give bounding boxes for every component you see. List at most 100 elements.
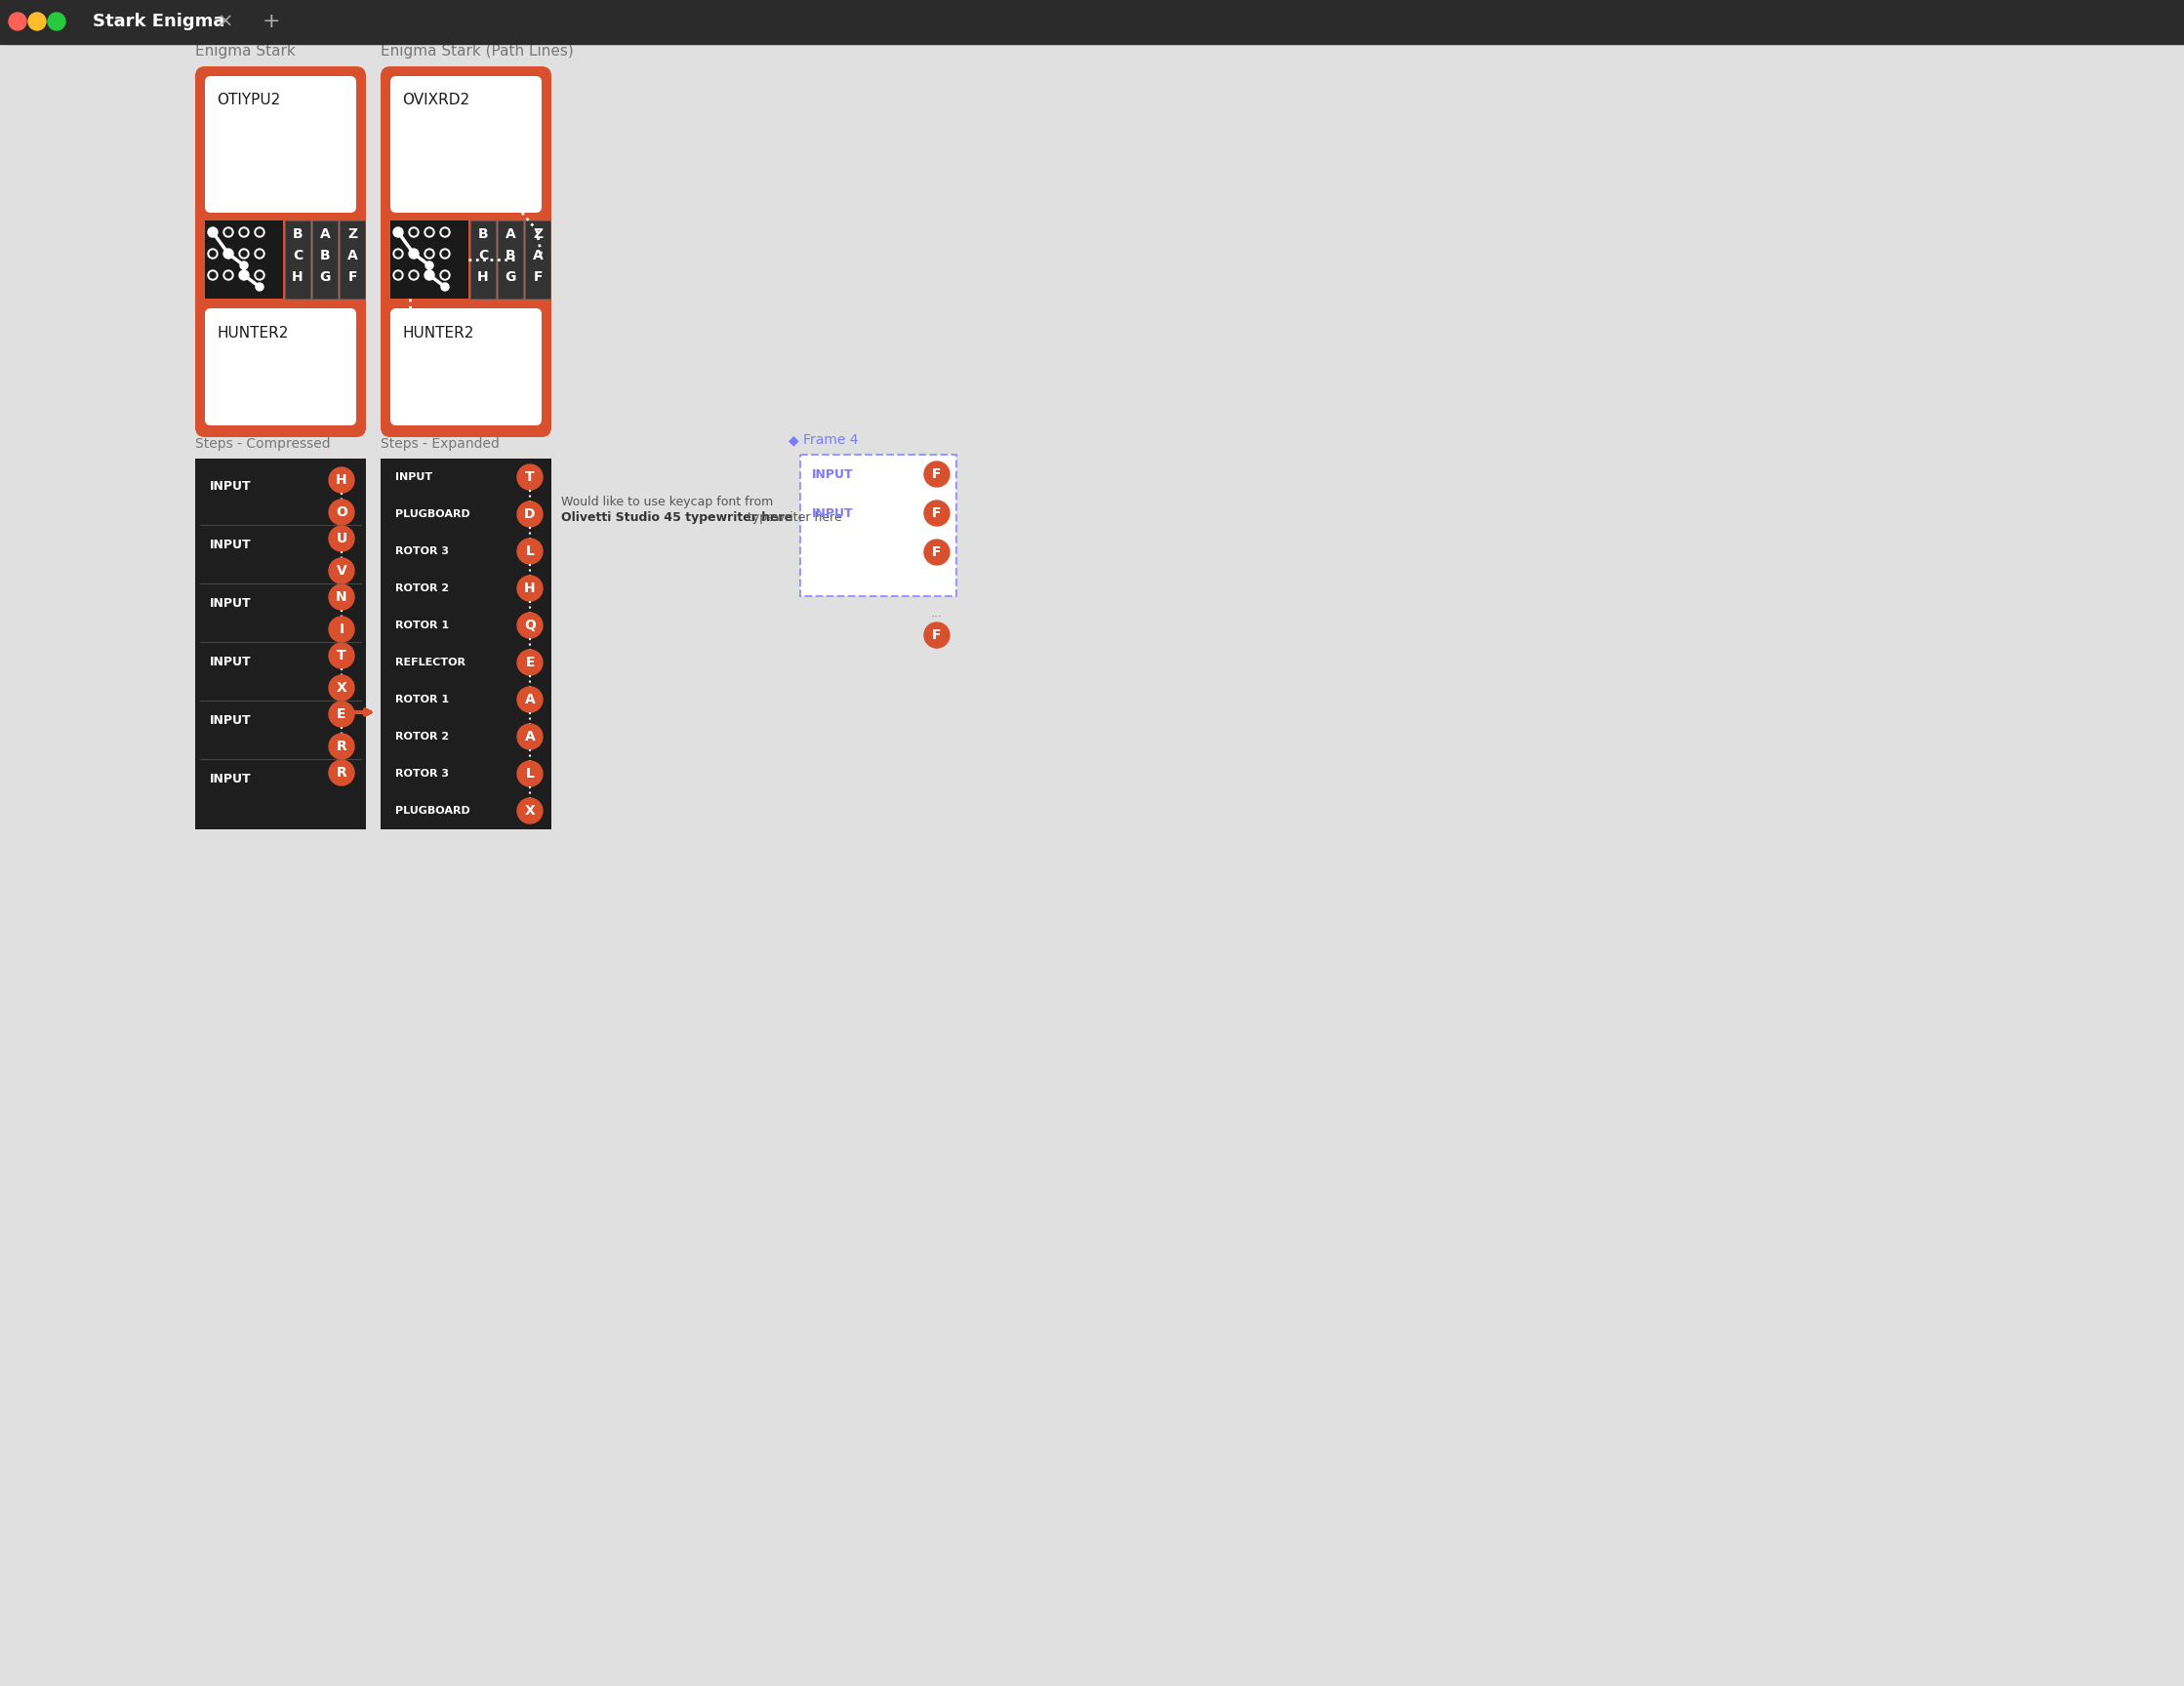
Bar — [498, 221, 522, 298]
Text: Q: Q — [524, 619, 535, 632]
Text: H: H — [478, 270, 489, 283]
Circle shape — [408, 270, 419, 280]
Text: A: A — [533, 250, 544, 263]
Circle shape — [330, 733, 354, 759]
Circle shape — [256, 283, 264, 290]
Circle shape — [240, 271, 247, 278]
Text: A: A — [524, 730, 535, 744]
Circle shape — [240, 261, 247, 270]
Circle shape — [393, 270, 404, 280]
Circle shape — [411, 251, 417, 256]
Text: H: H — [336, 474, 347, 487]
Bar — [391, 221, 467, 298]
Circle shape — [518, 723, 542, 749]
Circle shape — [207, 270, 218, 280]
Text: E: E — [526, 656, 535, 669]
Text: V: V — [336, 563, 347, 578]
Circle shape — [395, 228, 402, 236]
Circle shape — [518, 501, 542, 526]
Text: L: L — [526, 545, 535, 558]
Circle shape — [518, 760, 542, 786]
Circle shape — [330, 499, 354, 524]
Circle shape — [441, 251, 448, 256]
Circle shape — [256, 228, 264, 238]
Text: REFLECTOR: REFLECTOR — [395, 658, 465, 668]
Text: H: H — [293, 270, 304, 283]
Text: E: E — [336, 708, 347, 722]
Circle shape — [225, 229, 232, 234]
Circle shape — [330, 558, 354, 583]
Circle shape — [210, 271, 216, 278]
Text: ROTOR 3: ROTOR 3 — [395, 769, 450, 779]
Text: HUNTER2: HUNTER2 — [216, 325, 288, 341]
Text: U: U — [336, 531, 347, 545]
Text: F: F — [933, 545, 941, 560]
Circle shape — [924, 462, 950, 487]
FancyBboxPatch shape — [205, 309, 356, 425]
Text: OTIYPU2: OTIYPU2 — [216, 93, 280, 108]
Text: ×: × — [218, 12, 234, 30]
Circle shape — [210, 229, 216, 234]
Text: A: A — [524, 693, 535, 706]
Text: X: X — [336, 681, 347, 695]
Text: ...: ... — [930, 607, 943, 620]
Bar — [524, 221, 550, 298]
Text: A: A — [505, 228, 515, 241]
Text: T: T — [336, 649, 347, 663]
Text: INPUT: INPUT — [812, 467, 854, 481]
Circle shape — [408, 250, 419, 258]
Text: ROTOR 3: ROTOR 3 — [395, 546, 450, 556]
Circle shape — [256, 250, 264, 258]
Circle shape — [238, 270, 249, 280]
Circle shape — [518, 797, 542, 823]
Text: INPUT: INPUT — [210, 772, 251, 786]
Text: C: C — [478, 250, 487, 263]
Text: +: + — [262, 12, 280, 32]
Circle shape — [924, 540, 950, 565]
Text: INPUT: INPUT — [210, 538, 251, 551]
Text: Frame 4: Frame 4 — [804, 433, 858, 447]
Text: X: X — [524, 804, 535, 818]
Text: A: A — [319, 228, 330, 241]
Text: F: F — [533, 270, 542, 283]
Text: N: N — [336, 590, 347, 604]
Circle shape — [424, 250, 435, 258]
Circle shape — [240, 229, 247, 234]
Circle shape — [258, 271, 262, 278]
Text: O: O — [336, 506, 347, 519]
Circle shape — [330, 526, 354, 551]
Text: INPUT: INPUT — [395, 472, 432, 482]
Circle shape — [330, 642, 354, 668]
Bar — [0, 0, 2184, 44]
Circle shape — [518, 464, 542, 491]
Text: R: R — [336, 740, 347, 754]
Circle shape — [441, 271, 448, 278]
Circle shape — [210, 228, 216, 236]
Bar — [339, 221, 365, 298]
Circle shape — [393, 250, 404, 258]
Circle shape — [426, 251, 432, 256]
Circle shape — [207, 250, 218, 258]
Text: B: B — [505, 250, 515, 263]
Text: Would like to use keycap font from: Would like to use keycap font from — [561, 496, 773, 509]
Circle shape — [258, 251, 262, 256]
Circle shape — [411, 250, 417, 258]
Circle shape — [441, 270, 450, 280]
Circle shape — [411, 229, 417, 234]
Circle shape — [238, 250, 249, 258]
Text: Steps - Compressed: Steps - Compressed — [194, 437, 330, 450]
Text: A: A — [347, 250, 358, 263]
Text: OVIXRD2: OVIXRD2 — [402, 93, 470, 108]
Circle shape — [240, 251, 247, 256]
FancyBboxPatch shape — [391, 309, 542, 425]
Text: I: I — [339, 622, 345, 636]
FancyBboxPatch shape — [194, 66, 367, 437]
Circle shape — [225, 271, 232, 278]
Text: INPUT: INPUT — [210, 479, 251, 492]
Circle shape — [330, 617, 354, 642]
Circle shape — [207, 228, 218, 238]
Text: INPUT: INPUT — [210, 713, 251, 727]
Circle shape — [223, 270, 234, 280]
Text: H: H — [524, 582, 535, 595]
Text: G: G — [319, 270, 330, 283]
